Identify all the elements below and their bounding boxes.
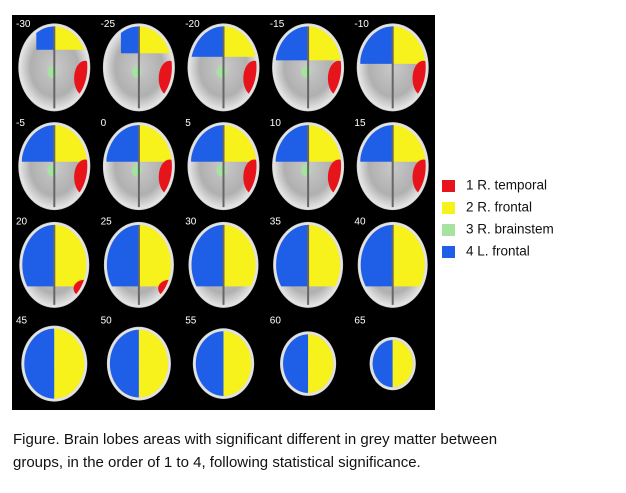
region <box>158 159 172 195</box>
region <box>243 60 257 96</box>
region <box>36 26 55 50</box>
region <box>327 159 342 195</box>
brain-slice: -5 <box>16 118 91 211</box>
slice-label: 25 <box>101 217 113 228</box>
legend-label: 3 R. brainstem <box>466 222 554 237</box>
slice-label: 40 <box>354 217 366 228</box>
region <box>47 164 58 177</box>
region <box>391 125 394 208</box>
region <box>222 26 225 109</box>
slice-label: 0 <box>101 118 107 129</box>
region <box>372 340 393 388</box>
slice-label: -10 <box>354 19 369 30</box>
region <box>222 125 225 208</box>
legend-swatch <box>442 202 455 214</box>
slice-label: -30 <box>16 19 31 30</box>
region <box>53 224 56 305</box>
brain-slice: 60 <box>270 315 337 396</box>
region <box>216 164 227 177</box>
region <box>307 26 310 109</box>
region <box>301 164 312 177</box>
region <box>222 224 225 305</box>
region <box>137 125 140 208</box>
brain-slice: 10 <box>270 118 345 211</box>
regions <box>191 125 257 208</box>
region <box>53 26 56 109</box>
legend-label: 1 R. temporal <box>466 178 547 193</box>
brain-slice: -30 <box>16 19 91 112</box>
slice-label: 60 <box>270 315 282 326</box>
region <box>131 164 142 177</box>
region <box>307 125 310 208</box>
region <box>131 65 142 78</box>
slice-label: 5 <box>185 118 191 129</box>
brain-slice: 5 <box>185 118 260 211</box>
legend-swatch <box>442 246 455 258</box>
slice-label: -5 <box>16 118 25 129</box>
slice-label: 50 <box>101 315 113 326</box>
brain-slice: 55 <box>185 315 255 399</box>
regions <box>191 224 256 305</box>
region <box>412 159 426 195</box>
slice-label: -15 <box>270 19 285 30</box>
region <box>74 159 88 195</box>
region <box>391 26 394 109</box>
brain-slice: 20 <box>16 217 90 308</box>
region <box>392 340 413 388</box>
slice-label: 35 <box>270 217 282 228</box>
legend-label: 2 R. frontal <box>466 200 532 215</box>
slice-label: -25 <box>101 19 116 30</box>
caption-line: groups, in the order of 1 to 4, followin… <box>13 454 421 471</box>
legend-swatch <box>442 224 455 236</box>
caption-line: Figure. Brain lobes areas with significa… <box>13 431 497 448</box>
slice-label: 20 <box>16 217 28 228</box>
slice-label: 15 <box>354 118 366 129</box>
slice-label: 55 <box>185 315 197 326</box>
legend-swatch <box>442 180 455 192</box>
region <box>243 159 257 195</box>
slice-label: 65 <box>354 315 366 326</box>
brain-slice: 50 <box>101 315 171 401</box>
region <box>327 60 342 96</box>
region <box>391 224 394 305</box>
brain-slice: -25 <box>101 19 175 112</box>
brain-slice: 30 <box>185 217 259 308</box>
brain-slice: 25 <box>101 217 174 308</box>
slice-label: -20 <box>185 19 200 30</box>
region <box>74 60 88 96</box>
region <box>301 65 312 78</box>
regions <box>120 26 172 109</box>
legend: 1 R. temporal 2 R. frontal 3 R. brainstem 4… <box>442 178 554 259</box>
slice-label: 10 <box>270 118 282 129</box>
brain-slice: 65 <box>354 315 416 391</box>
region <box>307 224 310 305</box>
slice-label: 45 <box>16 315 28 326</box>
regions <box>36 26 88 109</box>
region <box>158 60 172 96</box>
region <box>137 224 140 305</box>
region <box>53 125 56 208</box>
region <box>412 60 426 96</box>
brain-slice: 45 <box>16 315 88 402</box>
regions <box>372 340 413 388</box>
region <box>216 65 227 78</box>
region <box>137 26 140 109</box>
region <box>47 65 58 78</box>
slice-label: 30 <box>185 217 197 228</box>
region <box>120 26 139 54</box>
legend-label: 4 L. frontal <box>466 244 530 259</box>
